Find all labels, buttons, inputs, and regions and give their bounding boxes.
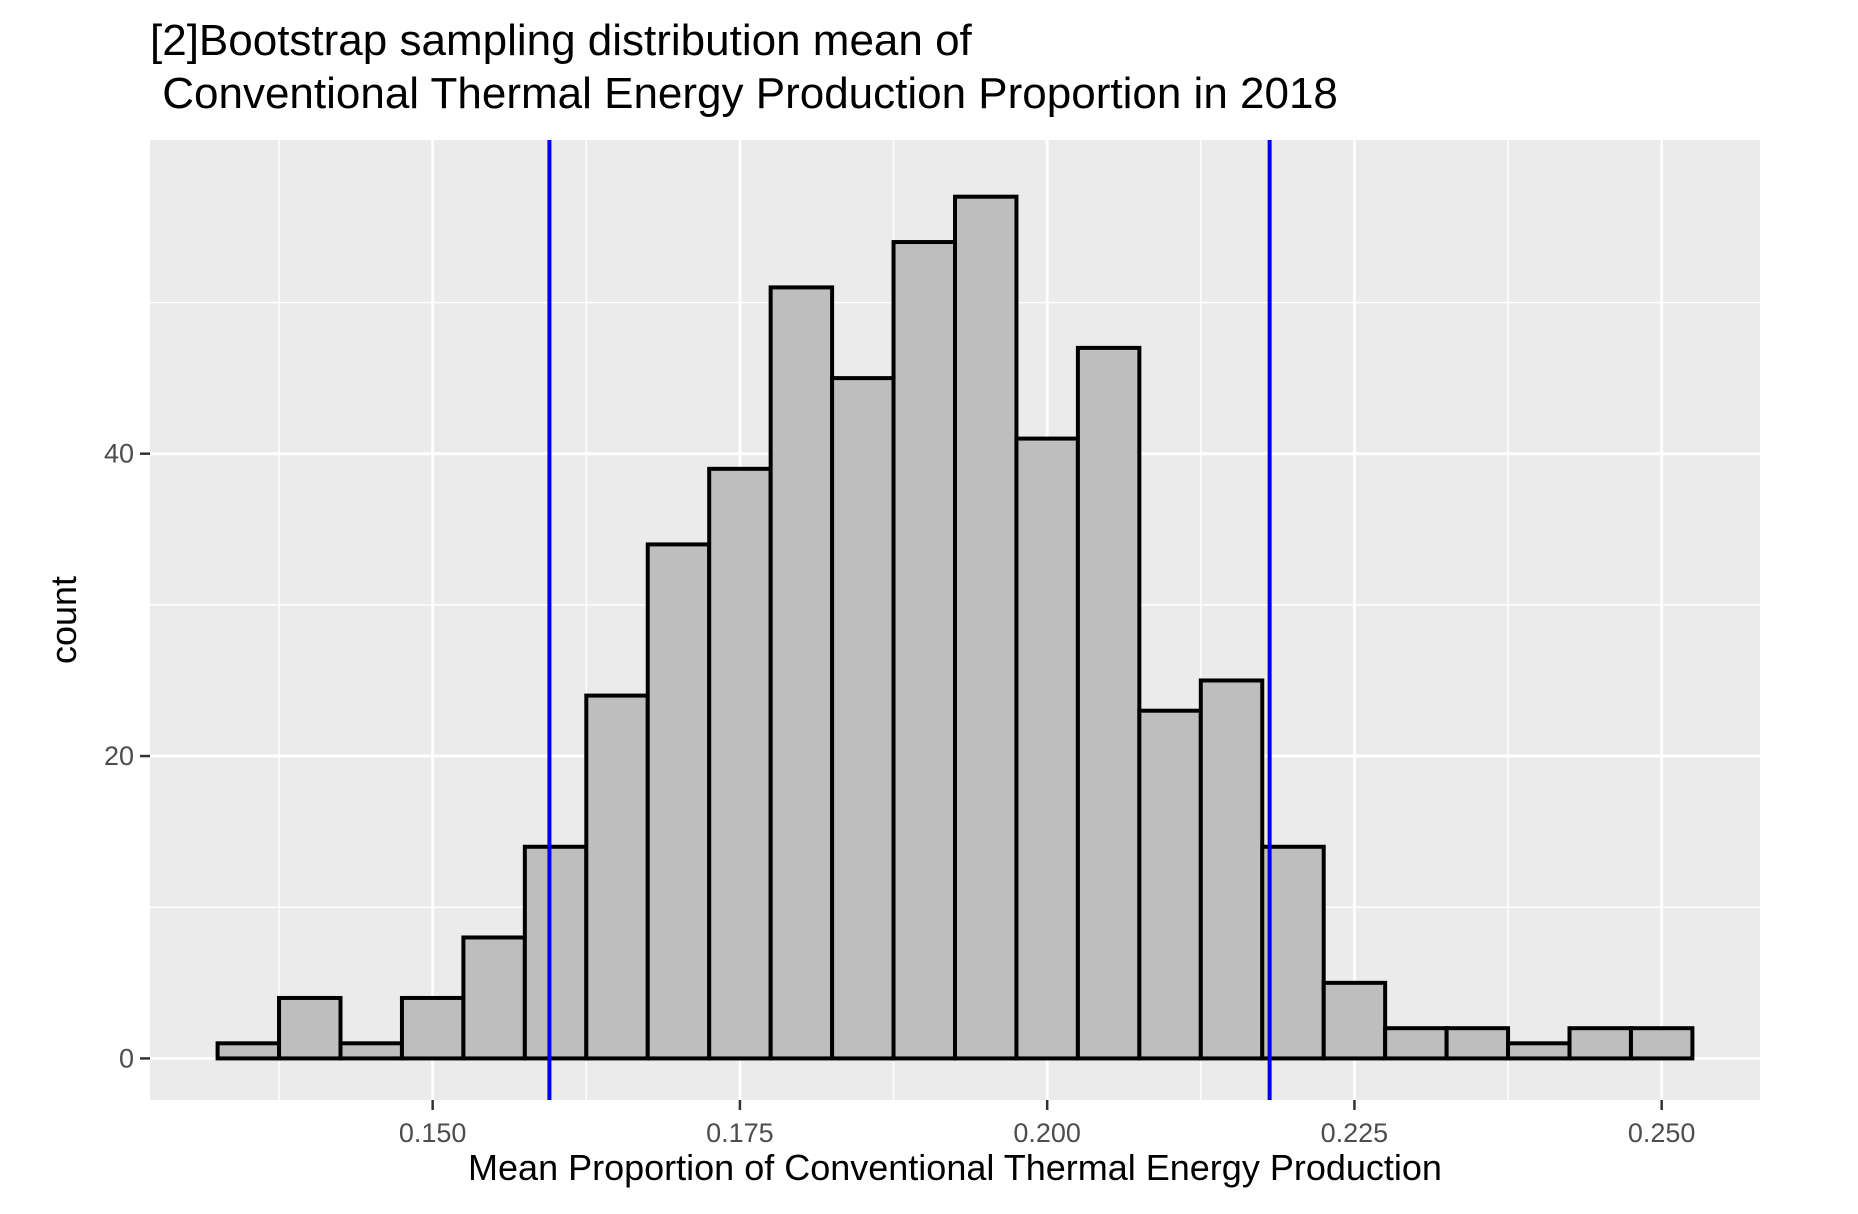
reference-lines xyxy=(547,140,1272,1100)
y-tick-label: 0 xyxy=(119,1043,134,1073)
y-axis: 0 20 40 xyxy=(104,439,150,1073)
histogram-bar xyxy=(707,466,773,1061)
histogram-bar xyxy=(1260,844,1326,1061)
chart-title-line-1: [2]Bootstrap sampling distribution mean … xyxy=(150,16,973,65)
histogram-bar xyxy=(277,995,343,1061)
histogram-bar xyxy=(215,1041,282,1061)
x-tick-label: 0.175 xyxy=(706,1118,774,1148)
histogram-bar xyxy=(1567,1026,1633,1061)
histogram-bar xyxy=(1628,1026,1695,1061)
histogram-bar xyxy=(522,844,589,1061)
x-tick-label: 0.150 xyxy=(399,1118,467,1148)
histogram-bar xyxy=(891,240,958,1061)
histogram-bar xyxy=(399,995,466,1061)
y-tick-label: 40 xyxy=(104,439,134,469)
histogram-bar xyxy=(584,693,650,1061)
histogram-bar xyxy=(1506,1041,1572,1061)
histogram-bar xyxy=(1014,436,1080,1061)
histogram-bar xyxy=(1321,980,1388,1061)
y-tick-label: 20 xyxy=(104,741,134,771)
histogram-bar xyxy=(1198,678,1265,1061)
chart-title-line-2: Conventional Thermal Energy Production P… xyxy=(150,69,1338,118)
histogram-bar xyxy=(338,1041,404,1061)
histogram-bar xyxy=(830,376,896,1061)
x-tick-label: 0.250 xyxy=(1628,1118,1696,1148)
x-tick-label: 0.225 xyxy=(1321,1118,1389,1148)
histogram-bar xyxy=(1444,1026,1511,1061)
histogram-bar xyxy=(461,935,527,1061)
histogram-bars xyxy=(215,194,1695,1061)
histogram-bar xyxy=(645,542,712,1061)
histogram-bar xyxy=(768,285,835,1061)
x-axis: 0.150 0.175 0.200 0.225 0.250 xyxy=(399,1100,1696,1148)
x-axis-title: Mean Proportion of Conventional Thermal … xyxy=(468,1147,1442,1188)
histogram-bar xyxy=(1075,345,1142,1061)
x-tick-label: 0.200 xyxy=(1013,1118,1081,1148)
y-axis-title: count xyxy=(43,576,84,664)
histogram-bar xyxy=(953,194,1019,1061)
histogram-bar xyxy=(1383,1026,1449,1061)
histogram-bar xyxy=(1137,708,1203,1061)
